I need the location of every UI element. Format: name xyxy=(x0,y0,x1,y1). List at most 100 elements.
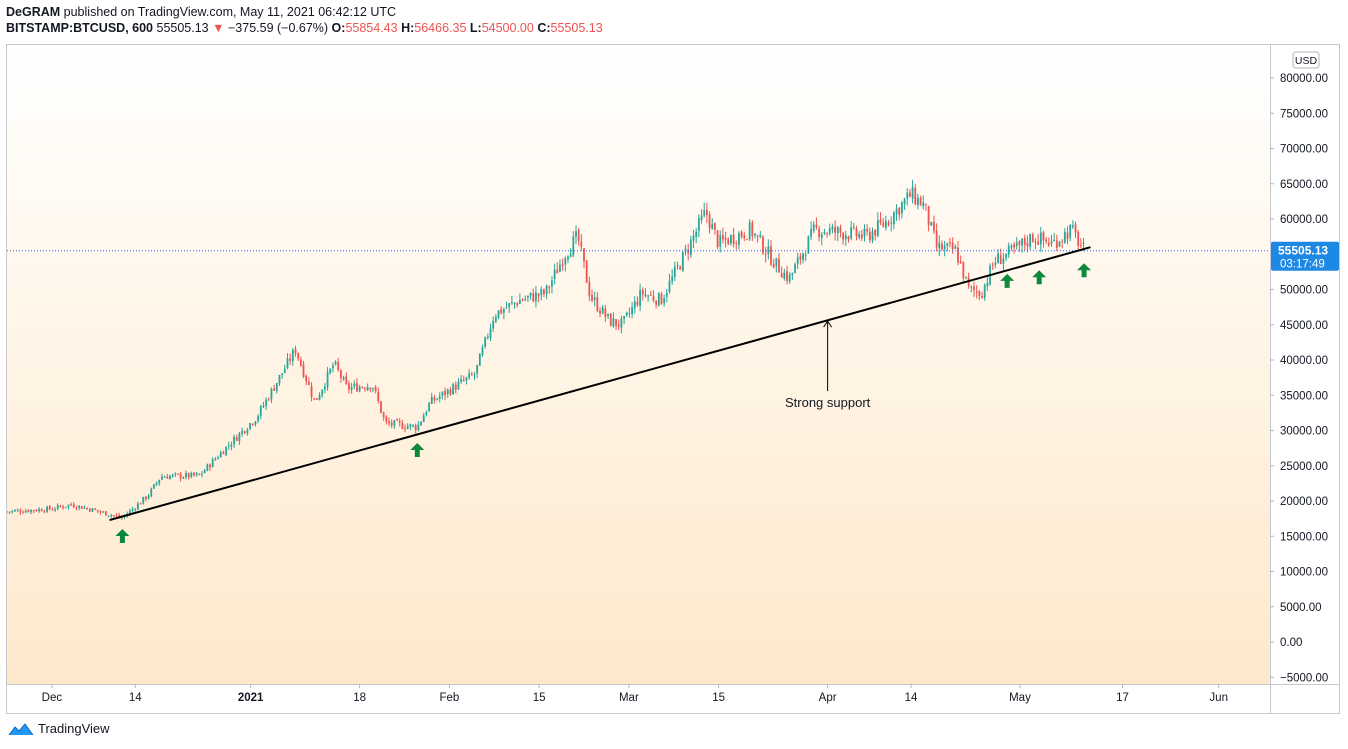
candle xyxy=(366,383,369,392)
candle-body xyxy=(454,384,457,390)
candle xyxy=(684,244,687,256)
candle-body xyxy=(564,258,567,265)
candle-body xyxy=(775,257,778,267)
candle-body xyxy=(185,473,187,478)
candle xyxy=(190,471,193,479)
candle-body xyxy=(32,509,35,511)
candle-body xyxy=(535,292,537,302)
time-tick-label: 15 xyxy=(712,692,725,704)
candle xyxy=(1045,237,1048,245)
candle-body xyxy=(56,505,59,509)
candle xyxy=(107,515,110,518)
candle-body xyxy=(705,209,708,216)
candle xyxy=(852,222,855,230)
candle xyxy=(543,288,545,297)
candle-body xyxy=(313,398,316,400)
candle-body xyxy=(510,302,513,304)
candle-body xyxy=(746,239,748,241)
candle-body xyxy=(369,387,372,390)
candle-body xyxy=(748,222,751,240)
ohlc-line: BITSTAMP:BTCUSD, 600 55505.13 ▼ −375.59 … xyxy=(6,20,603,36)
candle-body xyxy=(233,436,235,445)
candle-body xyxy=(171,474,174,476)
candle xyxy=(941,240,943,251)
candle xyxy=(201,471,203,478)
candle-body xyxy=(1077,231,1080,246)
candle-body xyxy=(933,221,935,232)
time-tick-label: Dec xyxy=(42,692,63,704)
candle-body xyxy=(676,265,679,267)
candle xyxy=(251,423,254,426)
candle-body xyxy=(323,386,326,390)
candle xyxy=(569,248,572,258)
candle-body xyxy=(380,401,382,413)
candle-body xyxy=(641,289,644,295)
author-name[interactable]: DeGRAM xyxy=(6,5,61,19)
candle-body xyxy=(764,254,767,256)
candle xyxy=(32,509,35,514)
candle xyxy=(657,292,660,307)
candle-body xyxy=(481,347,484,356)
candle xyxy=(743,231,746,242)
candle xyxy=(607,313,609,319)
candle-body xyxy=(609,313,612,326)
candle-body xyxy=(655,300,658,305)
candle xyxy=(286,353,289,370)
candle xyxy=(625,311,628,317)
candle xyxy=(887,219,890,227)
candle-body xyxy=(307,381,310,385)
brand-name[interactable]: TradingView xyxy=(38,721,110,736)
candle xyxy=(193,472,195,477)
candle-body xyxy=(540,289,543,295)
candle xyxy=(185,470,187,480)
candle-body xyxy=(1042,231,1045,241)
candle-body xyxy=(38,509,40,512)
candle-body xyxy=(489,328,492,339)
price-tick-label: 25000.00 xyxy=(1280,461,1328,473)
candle-body xyxy=(738,233,740,245)
tradingview-logo-icon[interactable] xyxy=(8,722,34,736)
candle xyxy=(369,387,372,393)
candle xyxy=(150,487,153,498)
candle xyxy=(572,231,575,258)
candle-body xyxy=(719,235,722,247)
candle-body xyxy=(22,512,24,514)
candle xyxy=(420,421,422,426)
candle xyxy=(962,261,965,282)
candle-body xyxy=(962,261,965,278)
candle xyxy=(802,252,804,264)
price-chart[interactable]: Strong support USD 80000.00 75000.00 70000.… xyxy=(7,45,1340,714)
candle-body xyxy=(329,368,332,373)
candle xyxy=(187,472,190,480)
chart-frame[interactable]: Strong support USD 80000.00 75000.00 70000.… xyxy=(6,44,1340,714)
candle-body xyxy=(145,496,147,500)
candle-body xyxy=(596,297,599,311)
candle-body xyxy=(786,271,788,282)
countdown-label: 03:17:49 xyxy=(1280,259,1325,271)
candle-body xyxy=(973,286,975,291)
candle xyxy=(1077,229,1080,250)
last-price-tag-label: 55505.13 xyxy=(1278,244,1328,258)
candle-body xyxy=(543,289,545,295)
candle-body xyxy=(802,253,804,261)
candle-body xyxy=(871,231,874,241)
candle-body xyxy=(1047,243,1050,246)
candle-body xyxy=(679,266,682,270)
candle xyxy=(772,258,775,269)
candle xyxy=(778,253,780,273)
candle-body xyxy=(700,215,703,221)
candle xyxy=(668,273,671,294)
candle-body xyxy=(735,242,738,244)
candle-body xyxy=(249,423,251,430)
candle xyxy=(751,220,754,242)
candle-body xyxy=(262,405,265,407)
candle-body xyxy=(957,247,959,263)
candle-body xyxy=(1053,239,1056,242)
candle-body xyxy=(478,353,481,366)
candle xyxy=(30,509,32,515)
candle xyxy=(382,411,385,421)
candle xyxy=(895,204,898,222)
candle xyxy=(580,233,583,252)
candle-body xyxy=(788,274,791,282)
candle xyxy=(596,292,599,313)
